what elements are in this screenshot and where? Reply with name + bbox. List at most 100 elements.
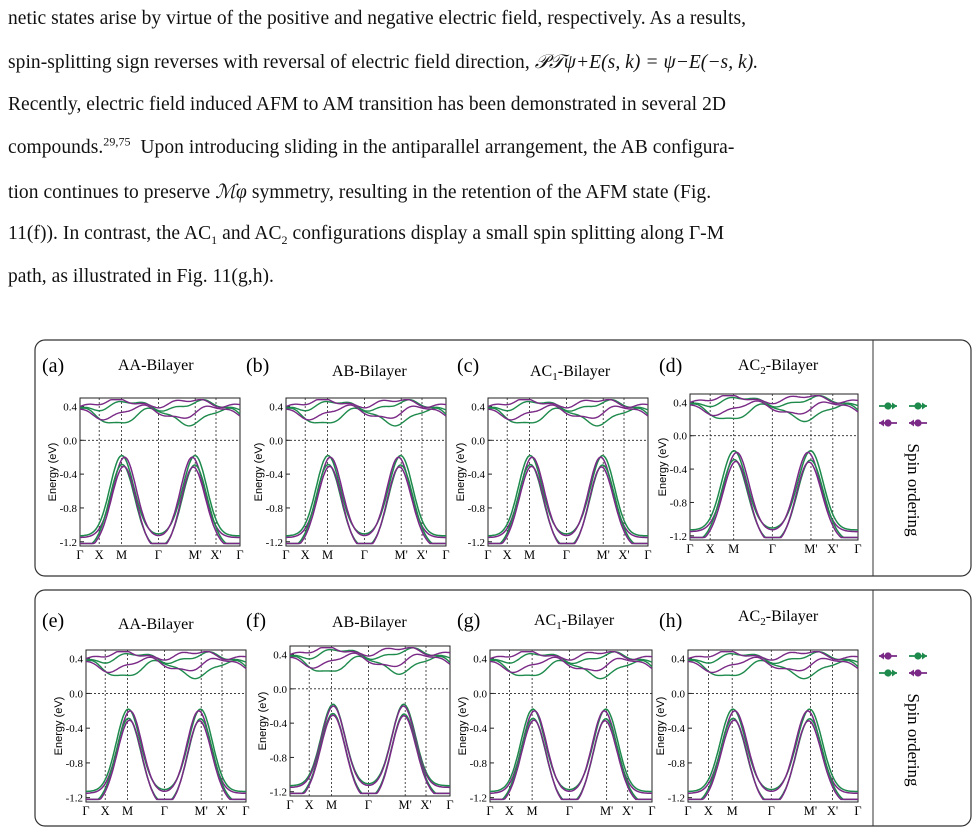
conduction-band xyxy=(86,651,247,665)
panel-g: (g) AC1-Bilayer 0.4 0.0 -0.4 -0.8 -1.2 Energy (… xyxy=(457,610,656,818)
valence-band xyxy=(286,454,446,537)
k-tick-label: Γ xyxy=(286,798,293,812)
y-tick-label: 0.4 xyxy=(269,401,283,413)
text-line-6: 11(f)). In contrast, the AC1 and AC2 con… xyxy=(8,223,725,247)
panel-title: AC1-Bilayer xyxy=(530,363,611,383)
k-tick-label: X' xyxy=(420,798,431,812)
conduction-band xyxy=(690,395,859,408)
text-line-5: tion continues to preserve ℳφ symmetry, … xyxy=(8,180,711,204)
k-tick-label: X' xyxy=(618,548,629,562)
k-tick-label: M xyxy=(122,804,133,818)
valence-band xyxy=(290,705,450,789)
panel-tag: (g) xyxy=(457,610,480,632)
y-tick-label: 0.0 xyxy=(269,435,283,447)
conduction-band xyxy=(79,407,241,427)
panel-a: (a) AA-Bilayer 0.4 0.0 -0.4 -0.8 -1.2 Energy (e… xyxy=(42,355,244,562)
conduction-band xyxy=(85,651,247,661)
panel-tag: (c) xyxy=(457,355,479,377)
conduction-band xyxy=(487,399,649,412)
panel-tag: (h) xyxy=(659,610,682,632)
valence-band xyxy=(286,465,446,545)
panel-title: AC2-Bilayer xyxy=(738,608,819,628)
k-tick-label: Γ xyxy=(854,542,861,556)
text-line-6-b: and AC xyxy=(217,223,282,244)
k-tick-label: Γ xyxy=(82,804,89,818)
spin-ordering-label: Spin ordering xyxy=(904,693,923,787)
figure-row-2: Spin ordering (e) AA-Bilayer 0.4 0.0 -0.4 -0.8… xyxy=(34,589,972,827)
conduction-band xyxy=(79,399,241,412)
spin-arrow-head xyxy=(892,669,897,677)
spin-arrow-head xyxy=(922,652,927,660)
y-tick-label: 0.0 xyxy=(273,684,287,696)
panel-title-main: AC xyxy=(534,612,556,629)
panel-title: AA-Bilayer xyxy=(118,616,194,633)
conduction-band xyxy=(285,407,447,427)
panel-title-main: AC xyxy=(738,608,760,625)
valence-band xyxy=(80,454,240,537)
conduction-band xyxy=(687,659,859,680)
k-tick-label: Γ xyxy=(648,804,655,818)
panel-b: (b) AB-Bilayer 0.4 0.0 -0.4 -0.8 -1.2 Energy (e… xyxy=(246,355,450,562)
y-tick-label: -1.2 xyxy=(468,537,485,549)
spin-dot xyxy=(884,652,892,660)
valence-band xyxy=(488,454,648,537)
panel-tag: (f) xyxy=(246,610,266,632)
text-line-4-b: Upon introducing sliding in the antipara… xyxy=(130,137,735,158)
k-tick-label: Γ xyxy=(566,804,573,818)
k-tick-label: M xyxy=(728,542,739,556)
spin-dot xyxy=(914,669,922,677)
y-tick-label: -0.8 xyxy=(668,758,686,770)
text-line-6-c: configurations display a small spin spli… xyxy=(287,223,725,244)
spin-arrow-head xyxy=(909,419,914,427)
valence-band xyxy=(490,719,652,801)
panel-title-main: AA-Bilayer xyxy=(118,616,194,633)
y-axis-label: Energy (eV) xyxy=(657,438,669,497)
text-line-6-sub1: 1 xyxy=(211,232,218,247)
conduction-band xyxy=(689,400,859,417)
y-tick-label: -1.2 xyxy=(270,787,287,799)
k-tick-label: Γ xyxy=(242,804,249,818)
spin-arrow-head xyxy=(892,402,897,410)
spin-arrow-head xyxy=(879,419,884,427)
y-tick-label: -1.2 xyxy=(60,537,77,549)
panel-title-main: AC xyxy=(738,357,760,374)
k-tick-label: X' xyxy=(216,804,227,818)
k-tick-label: M' xyxy=(597,548,610,562)
k-tick-label: X xyxy=(95,548,104,562)
conduction-band xyxy=(289,647,451,660)
plot-frame xyxy=(285,397,447,547)
conduction-band xyxy=(487,407,649,427)
k-tick-label: M xyxy=(527,804,538,818)
panel-title-main: AB-Bilayer xyxy=(332,614,407,631)
k-tick-label: Γ xyxy=(155,548,162,562)
text-line-2-a: spin-splitting sign reverses with revers… xyxy=(8,52,535,73)
k-tick-label: X xyxy=(704,804,713,818)
spin-dot xyxy=(914,419,922,427)
k-tick-label: Γ xyxy=(282,548,289,562)
y-tick-label: 0.4 xyxy=(473,654,487,666)
text-line-4-a: compounds. xyxy=(8,137,104,158)
plot-frame xyxy=(79,397,241,547)
plot-frame xyxy=(289,645,451,797)
panel-tag: (d) xyxy=(659,355,682,377)
panel-d: (d) AC2-Bilayer 0.4 0.0 -0.4 -0.8 -1.2 Energy (… xyxy=(657,355,862,556)
conduction-band xyxy=(285,404,447,421)
text-line-6-sub2: 2 xyxy=(281,232,288,247)
y-tick-label: -1.2 xyxy=(668,793,685,805)
k-tick-label: X xyxy=(305,798,314,812)
valence-band xyxy=(690,460,858,539)
k-tick-label: X xyxy=(503,548,512,562)
panel-title: AB-Bilayer xyxy=(332,614,407,631)
valence-band xyxy=(85,708,246,793)
k-tick-label: M xyxy=(116,548,127,562)
k-tick-label: Γ xyxy=(684,804,691,818)
valence-band xyxy=(687,708,858,793)
k-tick-label: Γ xyxy=(644,548,651,562)
panel-title-subscript: 2 xyxy=(760,365,766,377)
conduction-band xyxy=(689,395,859,405)
y-tick-label: -0.8 xyxy=(468,503,486,515)
k-tick-label: X' xyxy=(210,548,221,562)
plot-frame xyxy=(85,649,247,803)
spin-ordering-label: Spin ordering xyxy=(904,443,923,537)
k-tick-label: M' xyxy=(395,548,408,562)
